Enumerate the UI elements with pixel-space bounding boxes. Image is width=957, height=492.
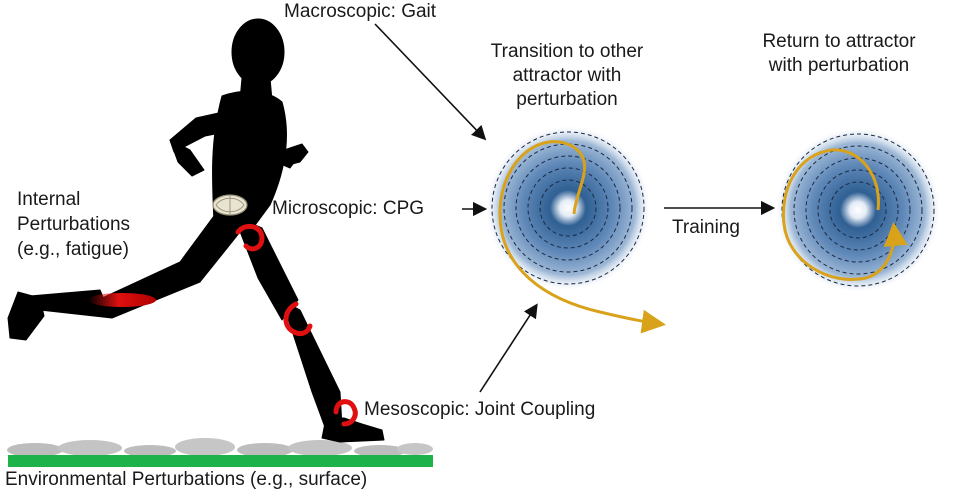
return-label-line2: with perturbation [768,55,910,76]
environmental-label: Environmental Perturbations (e.g., surfa… [5,469,368,490]
microscopic-label: Microscopic: CPG [272,198,425,219]
ground-bar [8,455,433,467]
ankle-joint-arc-icon [333,399,358,427]
mesoscopic-label: Mesoscopic: Joint Coupling [364,399,596,420]
attractor-basin-left-icon [486,126,650,290]
training-label: Training [672,217,740,238]
hip-joint-arc-icon [235,223,265,252]
return-label-line1: Return to attractor [762,31,916,52]
mesoscopic-arrow [479,303,538,393]
attractor-basin-right-icon [776,128,940,292]
cpg-icon [212,194,248,216]
internal-label-line2: Perturbations [17,214,131,235]
knee-joint-arc-icon [283,301,313,337]
internal-label-line1: Internal [17,189,81,210]
transition-label-line2: attractor with [512,65,622,86]
pointer-arrows [374,23,776,393]
transition-label-line3: perturbation [516,89,618,110]
macroscopic-arrow [374,23,487,141]
muscle-fatigue-highlight [88,293,156,307]
macroscopic-label: Macroscopic: Gait [284,1,437,22]
transition-label-line1: Transition to other [490,41,644,62]
escape-trajectory [498,140,666,334]
joint-arcs [235,223,358,427]
return-trajectory [781,148,908,281]
internal-label-line3: (e.g., fatigue) [17,239,129,260]
surface-bumps [7,438,433,457]
